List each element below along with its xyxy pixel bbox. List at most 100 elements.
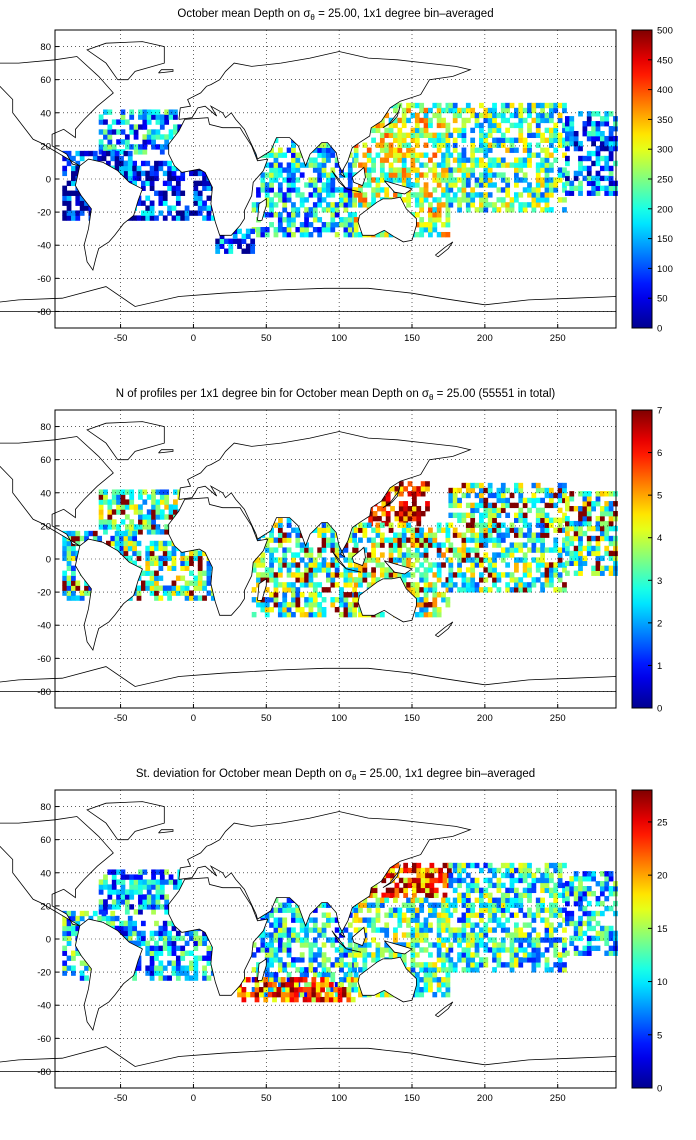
data-cell (146, 119, 152, 125)
data-cell (277, 572, 283, 578)
data-cell (432, 222, 438, 228)
data-cell (145, 555, 151, 562)
data-cell (167, 160, 172, 167)
data-cell (479, 527, 484, 533)
data-cell (514, 177, 519, 183)
data-cell (429, 867, 435, 874)
data-cell (154, 170, 159, 177)
data-cell (286, 192, 292, 198)
data-cell (114, 915, 120, 922)
data-cell (129, 879, 135, 885)
data-cell (366, 172, 372, 178)
data-cell (416, 887, 422, 894)
data-cell (347, 197, 353, 203)
data-cell (436, 522, 442, 528)
data-cell (66, 540, 72, 547)
data-cell (483, 862, 489, 869)
data-cell (197, 200, 203, 206)
data-cell (470, 572, 476, 578)
data-cell (264, 172, 270, 178)
data-cell (286, 572, 292, 578)
data-cell (273, 957, 279, 963)
data-cell (120, 499, 126, 505)
data-cell (158, 545, 164, 552)
data-cell (273, 547, 279, 553)
data-cell (465, 167, 471, 173)
data-cell (401, 197, 407, 203)
data-cell (608, 111, 614, 117)
data-cell (465, 947, 471, 953)
data-cell (518, 872, 524, 879)
data-cell (326, 912, 331, 918)
data-cell (423, 592, 429, 598)
data-cell (613, 535, 618, 542)
data-cell (492, 897, 497, 903)
data-cell (362, 897, 368, 903)
data-cell (286, 942, 292, 948)
data-cell (535, 182, 541, 188)
data-cell (522, 517, 528, 523)
data-cell (578, 550, 583, 557)
data-cell (66, 160, 72, 167)
data-cell (436, 147, 442, 153)
data-cell (540, 197, 545, 203)
data-cell (465, 502, 471, 509)
data-cell (286, 562, 292, 568)
data-cell (371, 177, 376, 183)
plot-title: N of profiles per 1x1 degree bin for Oct… (116, 388, 556, 402)
data-cell (277, 192, 283, 198)
data-cell (250, 248, 256, 254)
data-cell (62, 195, 68, 201)
data-cell (146, 129, 152, 135)
data-cell (343, 557, 349, 563)
data-cell (159, 509, 165, 515)
data-cell (445, 582, 451, 588)
data-cell (406, 192, 411, 198)
data-cell (375, 952, 381, 958)
data-cell (540, 552, 545, 558)
data-cell (269, 537, 274, 543)
data-cell (206, 185, 212, 191)
data-cell (371, 937, 376, 943)
data-cell (423, 557, 429, 563)
data-cell (591, 190, 596, 196)
data-cell (119, 545, 124, 552)
data-cell (500, 187, 506, 193)
data-cell (470, 587, 476, 593)
data-cell (136, 960, 142, 966)
data-cell (479, 177, 484, 183)
data-cell (514, 912, 519, 918)
data-cell (146, 494, 152, 500)
data-cell (264, 611, 270, 618)
data-cell (171, 935, 177, 942)
data-cell (66, 565, 72, 571)
data-cell (522, 162, 528, 168)
data-cell (527, 122, 532, 129)
data-cell (293, 982, 299, 988)
data-cell (586, 190, 592, 196)
data-cell (470, 512, 476, 519)
data-cell (436, 607, 442, 613)
y-tick-label: -60 (37, 654, 51, 665)
data-cell (573, 560, 579, 567)
data-cell (428, 952, 433, 958)
data-cell (414, 897, 420, 903)
data-cell (219, 238, 225, 244)
data-cell (457, 862, 462, 869)
data-cell (410, 927, 416, 933)
data-cell (277, 517, 283, 523)
data-cell (578, 510, 583, 517)
data-cell (457, 127, 462, 134)
data-cell (573, 506, 579, 512)
data-cell (107, 144, 113, 150)
data-cell (461, 967, 467, 973)
data-cell (492, 492, 497, 499)
data-cell (470, 522, 476, 528)
data-cell (154, 965, 159, 971)
data-cell (256, 557, 261, 563)
data-cell (613, 540, 618, 547)
data-cell (127, 930, 133, 937)
data-cell (330, 532, 336, 538)
data-cell (138, 144, 143, 150)
data-cell (111, 524, 117, 530)
